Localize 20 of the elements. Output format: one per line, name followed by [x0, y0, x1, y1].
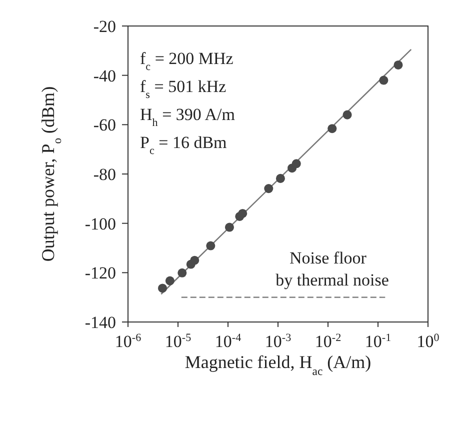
x-tick-label: 10$^{-2}$ — [314, 332, 342, 351]
x-tick-label: 10$^{-4}$ — [214, 332, 242, 351]
x-tick-label: 10$^{-5}$ — [164, 332, 192, 351]
x-tick-label: 10$^{0}$ — [416, 332, 440, 351]
y-tick-label: -60 — [93, 116, 116, 135]
y-tick-label: -80 — [93, 165, 116, 184]
x-tick-label: 10$^{-3}$ — [264, 332, 292, 351]
x-axis-title: Magnetic field, H$_{ac}$ (A/m) — [184, 352, 372, 378]
y-tick-label: -20 — [93, 17, 116, 36]
annotation: P$_{c}$ = 16 dBm — [140, 133, 227, 157]
y-tick-label: -140 — [84, 313, 116, 332]
y-tick-label: -100 — [84, 214, 116, 234]
annotation: f$_{s}$ = 501 kHz — [140, 77, 227, 101]
y-tick-label: -120 — [84, 264, 116, 283]
annotation: f$_{c}$ = 200 MHz — [140, 49, 234, 73]
x-tick-label: 10$^{-1}$ — [364, 332, 392, 351]
annotation: Noise floor by thermal noise — [267, 248, 389, 290]
y-tick-label: -40 — [93, 66, 116, 86]
x-tick-label: 10$^{-6}$ — [114, 332, 142, 351]
annotation: H$_{h}$ = 390 A/m — [140, 105, 235, 129]
